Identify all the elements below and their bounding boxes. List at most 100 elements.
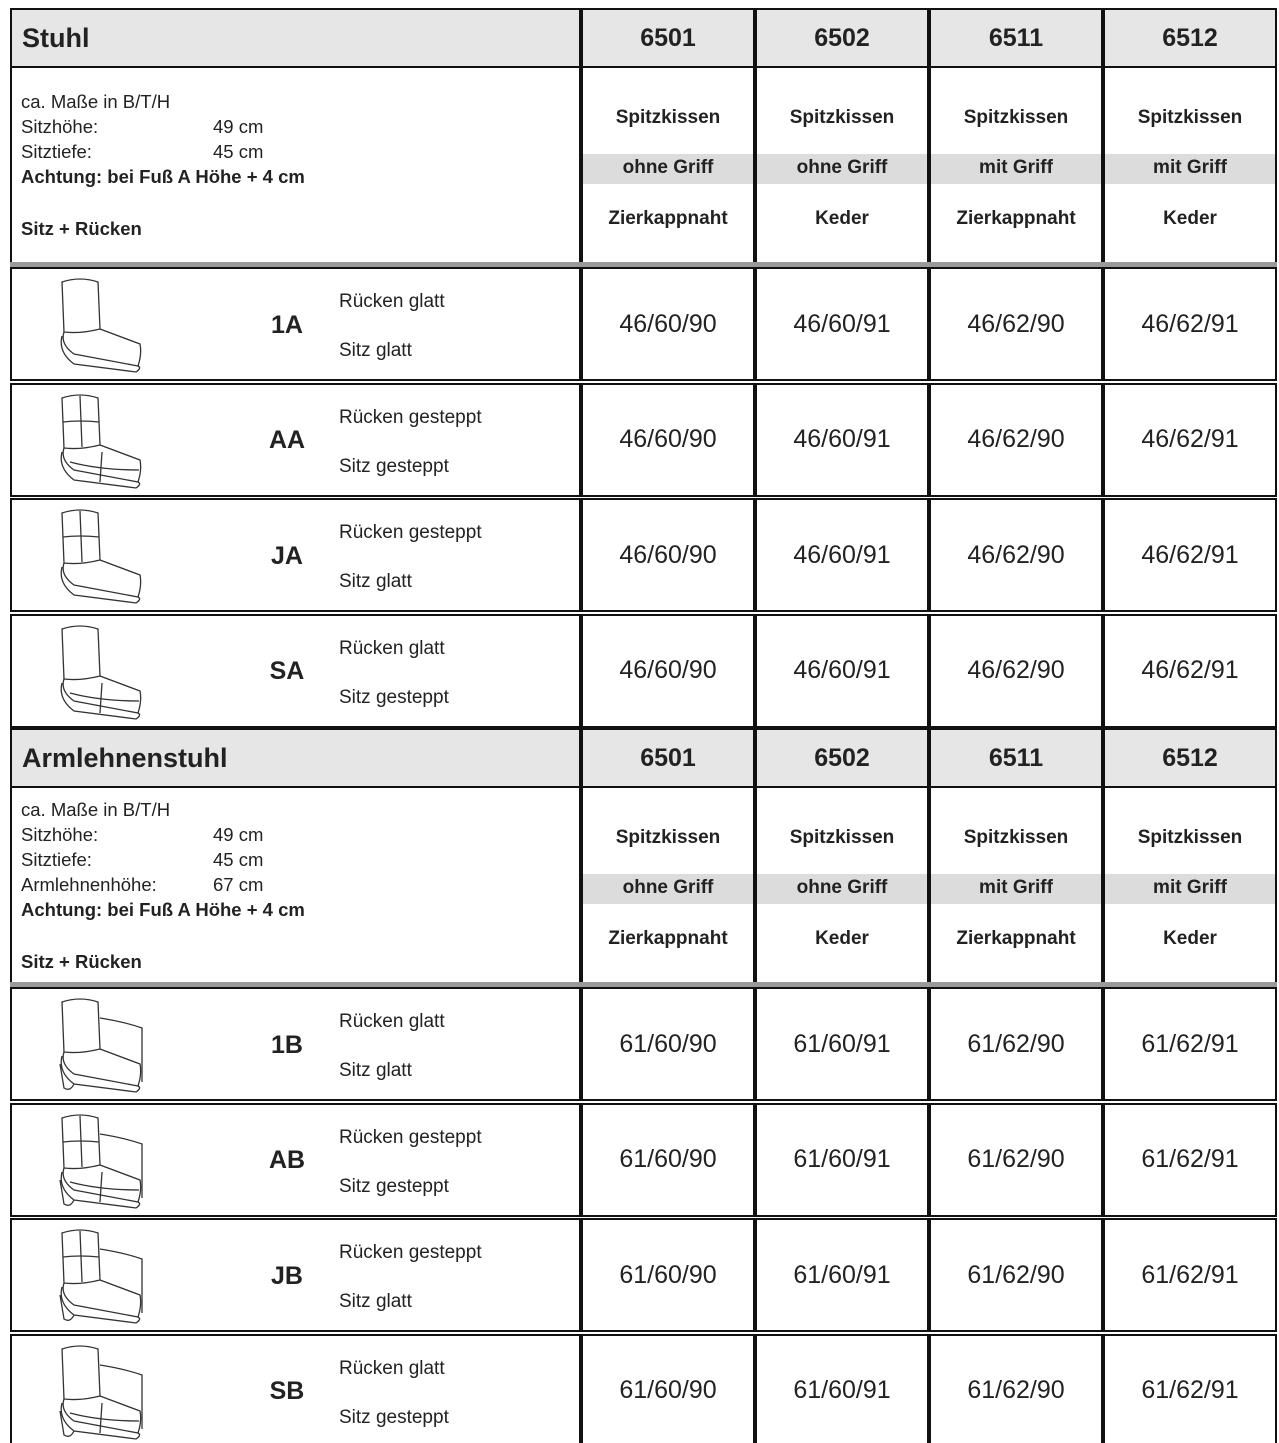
chair-line [61, 1344, 101, 1400]
dimension-value: 61/60/90 [619, 1260, 717, 1289]
measure-value: 67 cm [213, 873, 264, 895]
dimension-value: 61/60/91 [793, 1145, 891, 1173]
dimension-cell: 46/60/90 [581, 613, 755, 728]
chair-line [60, 1171, 141, 1209]
column-label: 6502 [814, 23, 870, 52]
dimension-value: 46/62/91 [1141, 656, 1239, 684]
measure-row: Sitzhöhe: 49 cm [21, 114, 579, 139]
dimension-value: 46/60/90 [619, 656, 717, 684]
spec-band [757, 874, 927, 904]
measure-row: Armlehnenhöhe: 67 cm [21, 872, 579, 897]
note: Achtung: bei Fuß A Höhe + 4 cm [21, 898, 305, 920]
dimension-cell: 61/60/90 [581, 1333, 755, 1443]
variant-seat: Sitz glatt [339, 1291, 412, 1312]
dimension-value: 61/62/91 [1141, 1376, 1239, 1404]
column-header: 6502 [755, 728, 929, 788]
variant-cell: JA Rücken gesteppt Sitz glatt [10, 498, 581, 612]
variant-back: Rücken gesteppt [339, 522, 482, 543]
dimension-cell: 46/62/91 [1103, 382, 1277, 497]
spec-text: Spitzkissen [963, 107, 1069, 128]
spec-text: Keder [815, 208, 869, 229]
column-header: 6501 [581, 728, 755, 788]
dimension-cell: 61/60/91 [755, 1333, 929, 1443]
chair-line [62, 419, 100, 423]
dimension-cell: 61/62/90 [929, 987, 1103, 1101]
dimension-value: 46/62/90 [967, 656, 1065, 684]
chair-icon [60, 393, 142, 489]
dimension-cell: 61/60/90 [581, 987, 755, 1101]
chair-line [59, 1179, 75, 1206]
dimension-value: 61/60/90 [619, 1029, 717, 1058]
dimension-cell: 46/62/90 [929, 382, 1103, 497]
variant-back: Rücken gesteppt [339, 1242, 482, 1263]
measures-title: ca. Maße in B/T/H [21, 91, 171, 112]
column-header: 6512 [1103, 728, 1277, 788]
column-label: 6512 [1162, 23, 1218, 52]
subtitle: Sitz + Rücken [21, 950, 142, 972]
dimension-cell: 46/60/91 [755, 613, 929, 728]
variant-cell: 1A Rücken glatt Sitz glatt [10, 267, 581, 381]
column-header: 6512 [1103, 8, 1277, 68]
variant-cell: SA Rücken glatt Sitz gesteppt [10, 613, 581, 728]
dimension-cell: 61/62/91 [1103, 1333, 1277, 1443]
spec-text: mit Griff [979, 157, 1053, 178]
variant-seat: Sitz gesteppt [339, 686, 449, 708]
variant-seat: Sitz gesteppt [339, 1175, 449, 1197]
measure-label: Sitzhöhe: [21, 116, 99, 137]
dimension-cell: 61/60/91 [755, 1102, 929, 1217]
variant-seat: Sitz glatt [339, 571, 412, 592]
spec-text: Spitzkissen [1137, 107, 1243, 128]
dimension-cell: 46/62/91 [1103, 613, 1277, 728]
dimension-value: 46/62/90 [967, 309, 1065, 338]
dimension-value: 46/60/91 [793, 540, 891, 569]
measure-label: Armlehnenhöhe: [21, 873, 157, 895]
variant-seat: Sitz gesteppt [339, 455, 449, 477]
chair-line [62, 1139, 100, 1143]
chair-line [99, 1132, 143, 1198]
column-header: 6511 [929, 8, 1103, 68]
dimension-value: 61/62/91 [1141, 1145, 1239, 1173]
variant-back: Rücken gesteppt [339, 406, 482, 428]
measure-value: 49 cm [213, 116, 264, 137]
measure-label: Sitztiefe: [21, 848, 92, 870]
chair-line [62, 1255, 100, 1258]
section-title: Stuhl [22, 22, 90, 53]
dimension-value: 46/60/91 [793, 425, 891, 453]
dimension-value: 46/60/91 [793, 656, 891, 684]
variant-code: JB [271, 1261, 303, 1290]
dimension-value: 61/60/90 [619, 1145, 717, 1173]
variant-back: Rücken glatt [339, 1011, 445, 1032]
measure-row: Sitzhöhe: 49 cm [21, 822, 579, 847]
dimension-value: 46/62/90 [967, 425, 1065, 453]
spec-text: mit Griff [1153, 877, 1227, 898]
spec-band [583, 874, 753, 904]
chair-line [62, 1048, 142, 1087]
chair-icon [59, 1229, 143, 1324]
spacer [21, 922, 579, 949]
chair-icon [60, 509, 142, 604]
variant-cell: 1B Rücken glatt Sitz glatt [10, 987, 581, 1101]
chair-line [99, 1248, 143, 1313]
variant-back: Rücken gesteppt [339, 1126, 482, 1148]
separator [10, 982, 1277, 988]
spec-cell: Spitzkissen mit Griff Zierkappnaht [929, 66, 1103, 264]
spec-text: mit Griff [979, 877, 1053, 898]
variant-back: Rücken glatt [339, 637, 445, 659]
measure-label: Sitztiefe: [21, 141, 92, 162]
chair-line [61, 278, 101, 334]
chair-line [59, 1294, 75, 1321]
dimension-cell: 61/62/91 [1103, 1218, 1277, 1332]
dimension-cell: 46/60/90 [581, 382, 755, 497]
measure-value: 49 cm [213, 823, 264, 845]
chair-line [61, 998, 101, 1054]
section-header: Stuhl [10, 8, 581, 68]
chair-line [60, 335, 141, 373]
chair-icon [60, 278, 142, 373]
chair-icon [59, 1113, 143, 1209]
column-label: 6511 [988, 23, 1044, 52]
dimension-value: 46/62/91 [1141, 309, 1239, 338]
column-header: 6502 [755, 8, 929, 68]
variant-cell: JB Rücken gesteppt Sitz glatt [10, 1218, 581, 1332]
chair-line [59, 1063, 75, 1090]
variant-code: AB [268, 1146, 306, 1174]
